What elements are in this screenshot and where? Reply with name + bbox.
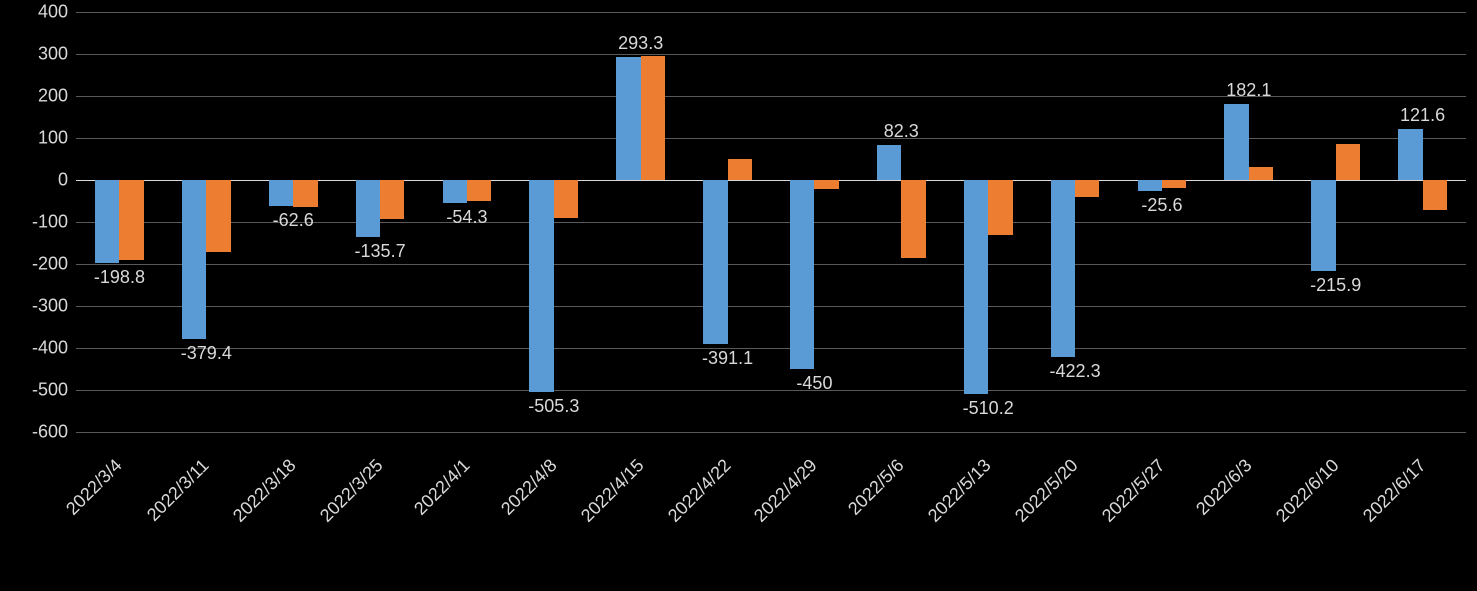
y-tick-label: -100 bbox=[32, 212, 68, 233]
y-tick-label: -300 bbox=[32, 296, 68, 317]
data-label: -215.9 bbox=[1310, 275, 1361, 296]
bar bbox=[901, 180, 925, 258]
data-label: -62.6 bbox=[273, 210, 314, 231]
bar bbox=[119, 180, 143, 260]
bar bbox=[554, 180, 578, 218]
plot-area: -600-500-400-300-200-1000100200300400-19… bbox=[76, 12, 1466, 432]
bar bbox=[814, 180, 838, 189]
bar bbox=[988, 180, 1012, 235]
x-tick-label: 2022/3/11 bbox=[143, 455, 214, 526]
x-tick-label: 2022/4/29 bbox=[750, 455, 821, 526]
gridline bbox=[76, 390, 1466, 391]
bar bbox=[1075, 180, 1099, 197]
data-label: 293.3 bbox=[618, 33, 663, 54]
data-label: -198.8 bbox=[94, 267, 145, 288]
gridline bbox=[76, 348, 1466, 349]
bar bbox=[964, 180, 988, 394]
bar bbox=[182, 180, 206, 339]
data-label: 182.1 bbox=[1226, 80, 1271, 101]
y-tick-label: 400 bbox=[38, 2, 68, 23]
data-label: -505.3 bbox=[528, 396, 579, 417]
y-tick-label: 0 bbox=[58, 170, 68, 191]
y-tick-label: -500 bbox=[32, 380, 68, 401]
bar bbox=[206, 180, 230, 252]
bar bbox=[1336, 144, 1360, 180]
bar bbox=[877, 145, 901, 180]
gridline bbox=[76, 54, 1466, 55]
data-label: -54.3 bbox=[446, 207, 487, 228]
bar bbox=[1051, 180, 1075, 357]
x-tick-label: 2022/4/15 bbox=[577, 455, 648, 526]
gridline bbox=[76, 432, 1466, 433]
x-tick-label: 2022/6/3 bbox=[1192, 455, 1256, 519]
x-tick-label: 2022/3/4 bbox=[62, 455, 126, 519]
bar bbox=[1138, 180, 1162, 191]
bar bbox=[1249, 167, 1273, 180]
data-label: -422.3 bbox=[1050, 361, 1101, 382]
y-tick-label: -600 bbox=[32, 422, 68, 443]
y-tick-label: -200 bbox=[32, 254, 68, 275]
bar bbox=[293, 180, 317, 207]
bar bbox=[269, 180, 293, 206]
bar bbox=[356, 180, 380, 237]
bar bbox=[1162, 180, 1186, 188]
data-label: -510.2 bbox=[963, 398, 1014, 419]
bar bbox=[1423, 180, 1447, 210]
bar bbox=[1311, 180, 1335, 271]
gridline bbox=[76, 138, 1466, 139]
bar bbox=[703, 180, 727, 344]
bar bbox=[467, 180, 491, 201]
y-tick-label: 200 bbox=[38, 86, 68, 107]
data-label: -450 bbox=[796, 373, 832, 394]
bar bbox=[790, 180, 814, 369]
gridline bbox=[76, 306, 1466, 307]
y-tick-label: 100 bbox=[38, 128, 68, 149]
x-tick-label: 2022/3/18 bbox=[229, 455, 300, 526]
data-label: 82.3 bbox=[884, 121, 919, 142]
bar bbox=[616, 57, 640, 180]
bar bbox=[728, 159, 752, 180]
x-tick-label: 2022/4/22 bbox=[664, 455, 735, 526]
x-tick-label: 2022/5/27 bbox=[1098, 455, 1169, 526]
bar bbox=[95, 180, 119, 263]
x-tick-label: 2022/5/6 bbox=[844, 455, 908, 519]
bar bbox=[443, 180, 467, 203]
bar bbox=[641, 56, 665, 180]
bar bbox=[380, 180, 404, 219]
y-tick-label: 300 bbox=[38, 44, 68, 65]
bar bbox=[1224, 104, 1248, 180]
data-label: -25.6 bbox=[1141, 195, 1182, 216]
y-tick-label: -400 bbox=[32, 338, 68, 359]
bar bbox=[529, 180, 553, 392]
gridline bbox=[76, 264, 1466, 265]
data-label: -391.1 bbox=[702, 348, 753, 369]
x-tick-label: 2022/5/20 bbox=[1011, 455, 1082, 526]
x-tick-label: 2022/4/1 bbox=[410, 455, 474, 519]
gridline bbox=[76, 12, 1466, 13]
data-label: -135.7 bbox=[355, 241, 406, 262]
x-tick-label: 2022/4/8 bbox=[497, 455, 561, 519]
x-tick-label: 2022/6/10 bbox=[1272, 455, 1343, 526]
data-label: 121.6 bbox=[1400, 105, 1445, 126]
data-label: -379.4 bbox=[181, 343, 232, 364]
x-tick-label: 2022/3/25 bbox=[316, 455, 387, 526]
bar bbox=[1398, 129, 1422, 180]
bar-chart: -600 -500 -400 -300 -200 -100 0 100 200 300 400 -19… bbox=[0, 0, 1477, 591]
x-tick-label: 2022/5/13 bbox=[924, 455, 995, 526]
x-tick-label: 2022/6/17 bbox=[1359, 455, 1430, 526]
